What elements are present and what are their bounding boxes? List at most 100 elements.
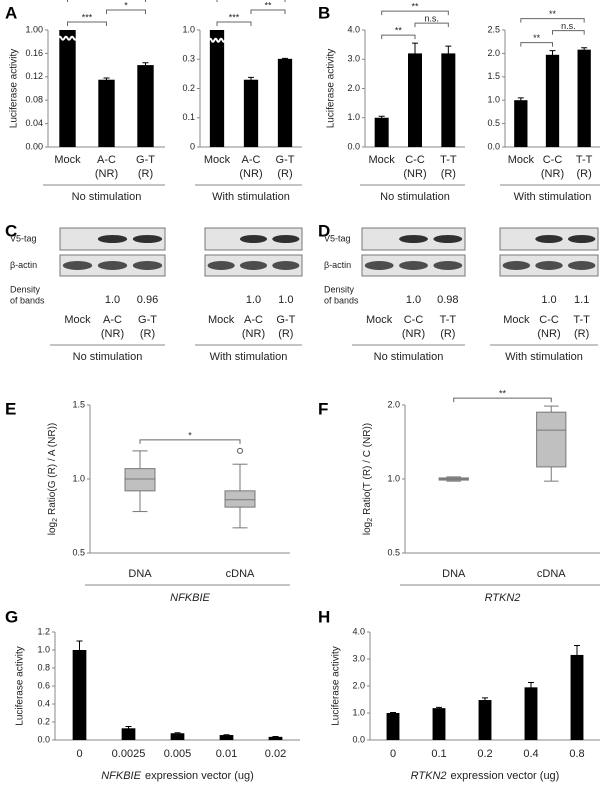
error-bar: [549, 50, 556, 60]
lane-label: Mock: [64, 314, 91, 326]
panel-letter: D: [318, 221, 330, 240]
y-tick-label: 0.04: [25, 118, 43, 128]
blot-row-label: V5-tag: [324, 233, 351, 243]
x-tick-label: (NR): [239, 168, 262, 180]
bar: [524, 687, 538, 740]
y-tick-label: 3.0: [347, 54, 360, 64]
y-tick-label: 0.00: [25, 141, 43, 151]
blot-band: [239, 261, 268, 270]
x-tick-label: 0.8: [569, 748, 584, 760]
x-tick-label: DNA: [128, 568, 152, 580]
blot-row-label: V5-tag: [10, 233, 37, 243]
x-tick-label: 0.005: [164, 748, 192, 760]
x-tick-label: Mock: [54, 154, 81, 166]
bar: [121, 728, 136, 740]
y-tick-label: 3.0: [352, 653, 365, 663]
lane-label: C-C: [539, 314, 559, 326]
error-bar: [142, 62, 149, 68]
significance-bracket: [106, 9, 146, 14]
significance-label: **: [549, 9, 557, 19]
significance-label: n.s.: [424, 14, 439, 24]
y-tick-label: 2.0: [347, 83, 360, 93]
y-tick-label: 1.5: [72, 399, 85, 409]
lane-label: A-C: [103, 314, 122, 326]
x-axis-label: With stimulation: [514, 191, 592, 203]
lane-label: (NR): [402, 328, 425, 340]
x-tick-label: (R): [441, 168, 456, 180]
y-tick-label: 0.5: [487, 118, 500, 128]
y-tick-label: 0.0: [37, 734, 50, 744]
significance-bracket: [216, 0, 286, 2]
blot-band: [132, 235, 163, 243]
y-tick-label: 0.08: [25, 95, 43, 105]
x-label-part: RTKN2: [485, 592, 521, 604]
x-axis-label: RTKN2: [485, 592, 521, 604]
y-tick-label: 0.16: [25, 48, 43, 58]
x-tick-label: 0.0025: [112, 748, 146, 760]
density-value: 0.98: [437, 294, 458, 306]
density-value: 1.0: [105, 294, 120, 306]
bar: [514, 100, 528, 147]
lane-label: T-T: [440, 314, 457, 326]
blot-band: [433, 261, 463, 270]
significance-bracket: [414, 22, 449, 28]
lane-label: C-C: [404, 314, 424, 326]
blot-band: [567, 235, 596, 243]
x-label-part: NFKBIE: [101, 770, 141, 782]
x-tick-label: Mock: [369, 154, 396, 166]
x-axis-label: No stimulation: [72, 191, 142, 203]
y-label-part: log: [362, 522, 373, 535]
y-axis-label: Luciferase activity: [331, 646, 342, 725]
blot-band: [132, 261, 163, 270]
error-bar: [125, 726, 132, 731]
x-tick-label: 0.01: [216, 748, 237, 760]
x-tick-label: (R): [277, 168, 292, 180]
bar: [478, 700, 492, 740]
bar: [277, 58, 293, 148]
blot-row-label: β-actin: [10, 260, 37, 270]
y-tick-label: 0.12: [25, 71, 43, 81]
significance-bracket: [381, 10, 449, 16]
box: [124, 468, 156, 492]
y-tick-label: 0.0: [347, 141, 360, 151]
panel-letter: C: [5, 221, 17, 240]
x-tick-label: DNA: [442, 568, 466, 580]
significance-bracket: [453, 397, 552, 403]
condition-label: No stimulation: [73, 351, 143, 363]
significance-label: ***: [229, 12, 240, 22]
y-tick-label: 1.0: [487, 95, 500, 105]
significance-bracket: [381, 34, 416, 40]
y-tick-label: 2.0: [487, 48, 500, 58]
y-label-part: Ratio(G (R) / A (NR)): [47, 423, 58, 515]
blot-band: [535, 235, 563, 243]
bar: [72, 650, 87, 740]
lane-label: Mock: [366, 314, 393, 326]
blot-band: [272, 235, 300, 243]
blot-band: [97, 235, 128, 243]
significance-label: **: [395, 26, 403, 36]
box: [536, 411, 567, 468]
bar: [570, 654, 584, 740]
axis-break: [207, 37, 227, 43]
axis-break: [275, 37, 295, 43]
x-label-part: expression vector (ug): [145, 770, 254, 782]
significance-bracket: [552, 30, 585, 35]
error-bar: [445, 45, 452, 61]
error-bar: [103, 77, 110, 82]
significance-label: **: [499, 388, 507, 398]
error-bar: [378, 115, 385, 120]
error-bar: [412, 42, 418, 64]
error-bar: [517, 97, 524, 103]
panel-letter: G: [5, 607, 18, 626]
lane-label: G-T: [276, 314, 295, 326]
blot-band: [502, 261, 531, 270]
error-bar: [223, 734, 230, 736]
x-tick-label: T-T: [440, 154, 457, 166]
bar: [577, 49, 591, 147]
density-label: Density: [10, 284, 41, 294]
blot-band: [567, 261, 596, 270]
panel-letter: A: [5, 3, 17, 22]
x-axis-label: No stimulation: [380, 191, 450, 203]
x-label-part: RTKN2: [411, 770, 447, 782]
